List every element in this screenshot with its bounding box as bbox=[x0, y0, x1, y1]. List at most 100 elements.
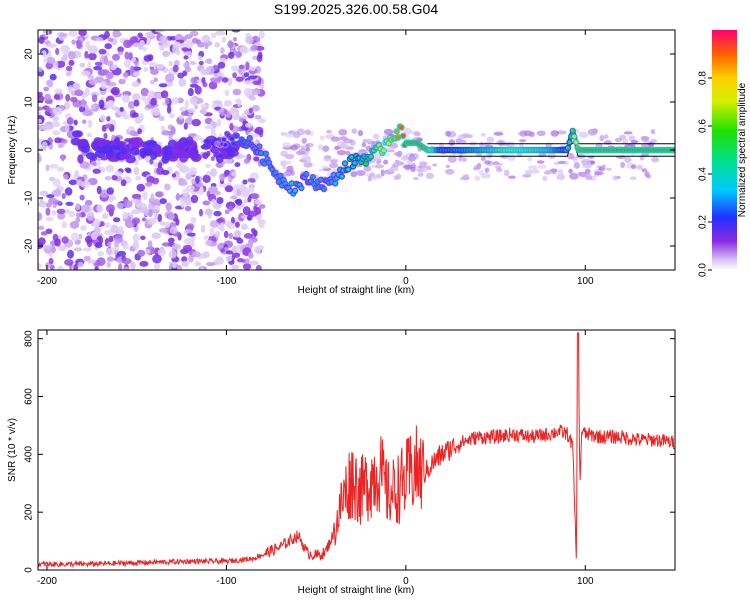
spectrogram-cell bbox=[176, 149, 186, 159]
spectrogram-cell bbox=[176, 143, 185, 151]
spectrogram-cell bbox=[122, 114, 131, 120]
spectrogram-cell bbox=[41, 50, 47, 58]
spectrogram-cell bbox=[52, 115, 60, 122]
spectrogram-cell bbox=[282, 160, 292, 165]
spectrogram-cell bbox=[79, 62, 86, 68]
spectrogram-cell bbox=[190, 153, 202, 163]
spectrogram-cell bbox=[69, 221, 80, 229]
spectrogram-cell bbox=[87, 132, 92, 138]
spectrogram-cell bbox=[208, 185, 219, 194]
spectrogram-cell bbox=[52, 130, 61, 136]
spectrogram-cell bbox=[612, 175, 619, 181]
spectrogram-cell bbox=[41, 124, 52, 131]
spectrogram-cell bbox=[99, 114, 106, 122]
spectrogram-cell bbox=[380, 169, 385, 177]
spectrogram-cell bbox=[48, 197, 58, 205]
spectrogram-cell bbox=[118, 263, 123, 270]
spectrogram-cell bbox=[82, 110, 93, 117]
spectrogram-cell bbox=[337, 141, 346, 147]
spectrogram-cell bbox=[329, 162, 339, 169]
spectrogram-cell bbox=[159, 198, 167, 205]
spectrogram-cell bbox=[81, 119, 87, 124]
spectrogram-cell bbox=[87, 61, 92, 70]
spectrogram-cell bbox=[367, 175, 372, 182]
spectrogram-cell bbox=[134, 60, 139, 67]
x-tick-label: -100 bbox=[216, 276, 236, 287]
spectrogram-cell bbox=[158, 228, 168, 233]
spectrogram-cell bbox=[148, 61, 158, 68]
ridge-point bbox=[273, 170, 278, 175]
spectrogram-cell bbox=[75, 212, 82, 218]
spectrogram-cell bbox=[43, 86, 49, 92]
spectrogram-cell bbox=[419, 162, 426, 167]
spectrogram-cell bbox=[111, 106, 120, 111]
spectrogram-cell bbox=[190, 194, 199, 204]
spectrogram-cell bbox=[219, 222, 225, 231]
spectrogram-cell bbox=[202, 174, 211, 183]
spectrogram-cell bbox=[78, 106, 86, 113]
ridge-point bbox=[567, 140, 572, 145]
spectrogram-cell bbox=[88, 45, 98, 54]
spectrogram-cell bbox=[221, 77, 229, 83]
spectrogram-cell bbox=[189, 97, 198, 104]
spectrogram-cell bbox=[411, 163, 416, 168]
spectrogram-cell bbox=[386, 146, 395, 152]
spectrogram-cell bbox=[155, 191, 163, 198]
spectrogram-cell bbox=[123, 39, 133, 49]
spectrogram-cell bbox=[140, 95, 147, 101]
spectrogram-cell bbox=[363, 165, 372, 172]
spectrogram-cell bbox=[250, 89, 261, 95]
spectrogram-cell bbox=[52, 107, 63, 116]
ridge-point bbox=[257, 144, 262, 149]
spectrogram-cell bbox=[210, 32, 217, 38]
spectrogram-cell bbox=[231, 252, 241, 258]
spectrogram-cell bbox=[245, 36, 254, 45]
spectrogram-cell bbox=[486, 136, 495, 144]
spectrogram-cell bbox=[84, 50, 89, 59]
spectrogram-cell bbox=[184, 66, 192, 73]
spectrogram-cell bbox=[202, 152, 209, 160]
spectrogram-cell bbox=[242, 179, 248, 185]
spectrogram-cell bbox=[224, 209, 230, 215]
spectrogram-cell bbox=[169, 226, 178, 235]
y-tick-label: 0 bbox=[24, 147, 35, 153]
spectrogram-cell bbox=[86, 152, 96, 160]
spectrogram-cell bbox=[417, 172, 424, 177]
spectrogram-cell bbox=[97, 251, 104, 257]
spectrogram-cell bbox=[180, 199, 186, 209]
spectrogram-cell bbox=[473, 166, 479, 171]
spectrogram-cell bbox=[169, 113, 175, 119]
spectrogram-cell bbox=[569, 172, 579, 180]
spectrogram-cell bbox=[65, 124, 70, 133]
spectrogram-cell bbox=[158, 83, 168, 88]
ridge-point bbox=[386, 141, 391, 145]
spectrogram-cell bbox=[38, 142, 42, 148]
spectrogram-cell bbox=[614, 137, 623, 143]
spectrogram-cell bbox=[432, 163, 438, 167]
spectrogram-cell bbox=[650, 129, 656, 135]
spectrogram-cell bbox=[194, 104, 199, 110]
spectrogram-cell bbox=[98, 99, 105, 109]
spectrogram-cell bbox=[216, 118, 222, 128]
spectrogram-cell bbox=[80, 70, 91, 77]
spectrogram-cell bbox=[288, 130, 295, 134]
spectrogram-cell bbox=[373, 133, 380, 140]
spectrogram-cell bbox=[70, 96, 78, 103]
spectrogram-cell bbox=[230, 216, 235, 225]
spectrogram-cell bbox=[599, 134, 605, 142]
spectrogram-cell bbox=[254, 199, 263, 205]
spectrogram-cell bbox=[284, 153, 295, 160]
spectrogram-cell bbox=[329, 159, 338, 164]
spectrogram-cell bbox=[43, 30, 49, 37]
colorbar-tick-label: 0.2 bbox=[698, 215, 709, 229]
y-tick-label: 800 bbox=[24, 330, 35, 347]
spectrogram-cell bbox=[300, 145, 306, 150]
spectrogram-cell bbox=[168, 155, 178, 162]
spectrogram-cell bbox=[180, 111, 189, 116]
spectrogram-cell bbox=[67, 249, 74, 259]
spectrogram-cell bbox=[54, 238, 61, 247]
spectrogram-cell bbox=[200, 104, 209, 109]
spectrogram-cell bbox=[38, 36, 45, 44]
spectrogram-cell bbox=[403, 128, 413, 135]
spectrogram-cell bbox=[155, 30, 165, 33]
